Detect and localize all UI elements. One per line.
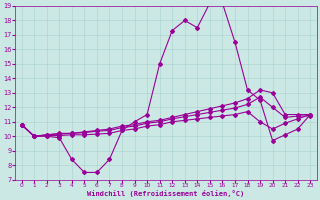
X-axis label: Windchill (Refroidissement éolien,°C): Windchill (Refroidissement éolien,°C) xyxy=(87,190,244,197)
